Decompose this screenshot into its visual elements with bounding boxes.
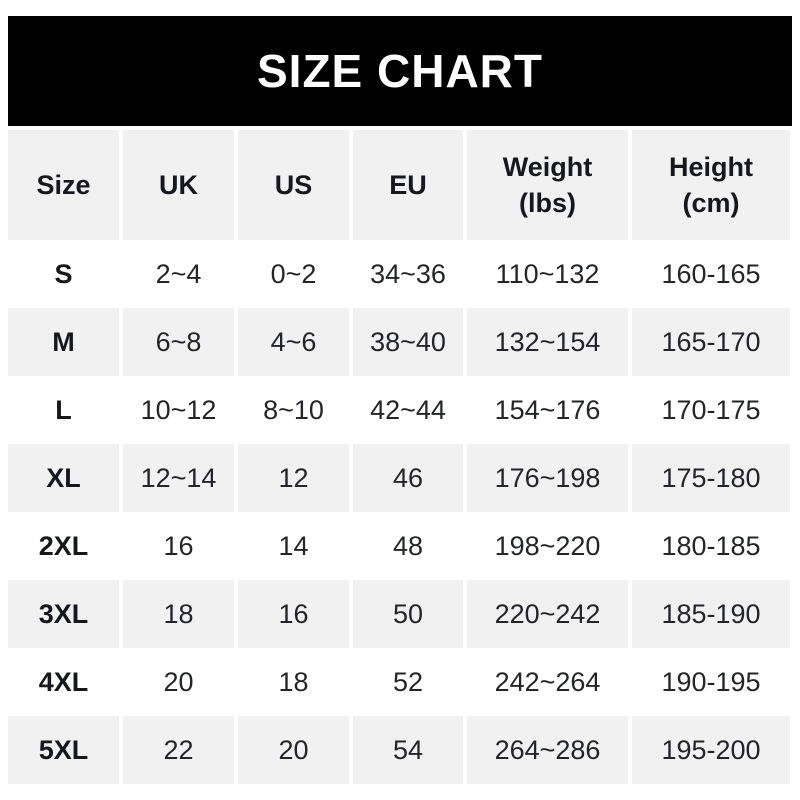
cell-weight: 132~154 [467, 308, 628, 376]
col-header-height: Height (cm) [632, 130, 790, 240]
cell-weight: 198~220 [467, 512, 628, 580]
cell-uk: 10~12 [123, 376, 234, 444]
cell-us: 4~6 [238, 308, 349, 376]
page-title: SIZE CHART [257, 45, 543, 97]
cell-uk: 16 [123, 512, 234, 580]
size-table: Size UK US EU Weight (lbs) Height (cm) S… [8, 130, 792, 784]
col-header-height-line1: Height [669, 151, 753, 182]
cell-us: 14 [238, 512, 349, 580]
cell-size: L [8, 376, 119, 444]
cell-eu: 46 [353, 444, 463, 512]
cell-eu: 34~36 [353, 240, 463, 308]
col-header-eu-label: EU [389, 169, 427, 200]
col-header-uk: UK [123, 130, 234, 240]
cell-size: M [8, 308, 119, 376]
cell-us: 0~2 [238, 240, 349, 308]
cell-weight: 264~286 [467, 716, 628, 784]
cell-height: 170-175 [632, 376, 790, 444]
cell-eu: 50 [353, 580, 463, 648]
cell-size: 4XL [8, 648, 119, 716]
cell-us: 18 [238, 648, 349, 716]
cell-uk: 2~4 [123, 240, 234, 308]
col-header-weight-line1: Weight [502, 151, 593, 182]
cell-weight: 110~132 [467, 240, 628, 308]
cell-us: 20 [238, 716, 349, 784]
col-header-height-line2: (cm) [682, 188, 740, 218]
cell-height: 165-170 [632, 308, 790, 376]
cell-us: 12 [238, 444, 349, 512]
cell-eu: 54 [353, 716, 463, 784]
cell-uk: 6~8 [123, 308, 234, 376]
cell-size: 3XL [8, 580, 119, 648]
cell-eu: 38~40 [353, 308, 463, 376]
cell-height: 160-165 [632, 240, 790, 308]
cell-uk: 20 [123, 648, 234, 716]
cell-height: 180-185 [632, 512, 790, 580]
cell-eu: 42~44 [353, 376, 463, 444]
cell-weight: 242~264 [467, 648, 628, 716]
banner: SIZE CHART [8, 16, 792, 126]
cell-uk: 18 [123, 580, 234, 648]
col-header-weight-line2: (lbs) [519, 188, 576, 218]
col-header-weight: Weight (lbs) [467, 130, 628, 240]
cell-size: XL [8, 444, 119, 512]
cell-uk: 12~14 [123, 444, 234, 512]
cell-us: 16 [238, 580, 349, 648]
cell-height: 175-180 [632, 444, 790, 512]
col-header-us-label: US [274, 169, 313, 200]
cell-size: 2XL [8, 512, 119, 580]
cell-us: 8~10 [238, 376, 349, 444]
cell-weight: 176~198 [467, 444, 628, 512]
cell-size: S [8, 240, 119, 308]
col-header-uk-label: UK [159, 169, 198, 200]
cell-height: 195-200 [632, 716, 790, 784]
col-header-us: US [238, 130, 349, 240]
cell-weight: 154~176 [467, 376, 628, 444]
cell-eu: 52 [353, 648, 463, 716]
col-header-size-label: Size [36, 169, 91, 200]
cell-height: 185-190 [632, 580, 790, 648]
cell-weight: 220~242 [467, 580, 628, 648]
cell-height: 190-195 [632, 648, 790, 716]
cell-uk: 22 [123, 716, 234, 784]
cell-eu: 48 [353, 512, 463, 580]
cell-size: 5XL [8, 716, 119, 784]
col-header-size: Size [8, 130, 119, 240]
col-header-eu: EU [353, 130, 463, 240]
